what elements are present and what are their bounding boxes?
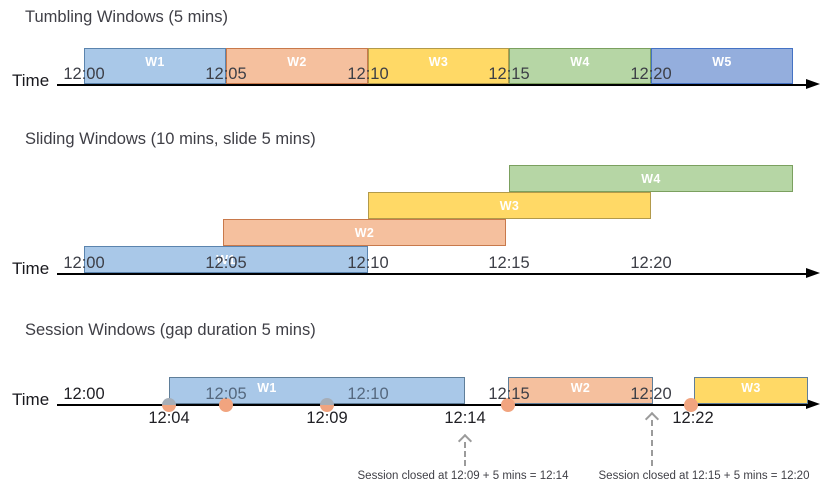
window-label: W1 [216,252,236,267]
sliding-window-w2: W2 [223,219,506,246]
event-label-12-09: 12:09 [306,409,348,427]
tick-12-00: 12:00 [63,385,105,403]
tick-12-05: 12:05 [205,385,247,403]
tick-12-05: 12:05 [205,254,247,272]
window-label: W1 [145,54,165,69]
section-title-session: Session Windows (gap duration 5 mins) [25,321,316,339]
session-window-w2: W2 [508,377,653,404]
tumbling-window-w1: W1 [84,48,226,84]
session-window-w3: W3 [694,377,808,404]
tick-12-15: 12:15 [488,254,530,272]
tick-12-10: 12:10 [347,385,389,403]
event-dot-12-22 [684,398,698,412]
window-label: W2 [287,54,307,69]
section-title-tumbling: Tumbling Windows (5 mins) [25,8,228,26]
sliding-window-w4: W4 [509,165,793,192]
tick-12-00: 12:00 [63,254,105,272]
window-label: W1 [257,380,277,395]
event-dot-12-06 [219,398,233,412]
tick-12-10: 12:10 [347,65,389,83]
axis-arrowhead-icon [806,399,820,409]
time-axis-label: Time [12,259,50,278]
tick-12-00: 12:00 [63,65,105,83]
event-dot-12-09 [320,398,334,412]
session-closed-note-1: Session closed at 12:09 + 5 mins = 12:14 [357,470,569,482]
event-label-12-14: 12:14 [444,409,486,427]
window-label: W2 [570,380,591,395]
time-axis-label: Time [12,71,50,90]
window-label: W3 [499,198,520,213]
time-axis-label: Time [12,390,50,409]
tick-12-10: 12:10 [347,254,389,272]
session-close-arrow-12-20 [651,420,653,466]
tumbling-window-w5: W5 [651,48,793,84]
tick-12-05: 12:05 [205,65,247,83]
event-label-12-04: 12:04 [148,409,190,427]
session-window-w1: W1 [169,377,465,404]
tick-12-20: 12:20 [630,385,672,403]
tick-12-20: 12:20 [630,254,672,272]
axis-arrowhead-icon [806,79,820,89]
window-label: W5 [712,54,732,69]
window-label: W4 [570,54,590,69]
tick-12-15: 12:15 [488,65,530,83]
tumbling-window-w4: W4 [509,48,651,84]
sliding-window-w1: W1 [84,246,368,273]
window-label: W3 [428,54,449,69]
event-dot-12-04 [162,398,176,412]
tumbling-window-w3: W3 [368,48,509,84]
tumbling-window-w2: W2 [226,48,368,84]
session-closed-note-2: Session closed at 12:15 + 5 mins = 12:20 [598,470,810,482]
section-title-sliding: Sliding Windows (10 mins, slide 5 mins) [25,130,316,148]
time-axis [57,273,808,275]
axis-arrowhead-icon [806,268,820,278]
event-dot-12-15 [501,398,515,412]
sliding-window-w3: W3 [368,192,651,219]
time-axis [57,84,808,86]
window-label: W3 [741,380,761,395]
session-close-arrow-12-14 [464,442,466,466]
event-label-12-22: 12:22 [672,409,714,427]
time-axis [57,404,808,406]
window-label: W2 [354,225,375,240]
tick-12-20: 12:20 [630,65,672,83]
tick-12-15: 12:15 [488,385,530,403]
window-label: W4 [641,171,661,186]
